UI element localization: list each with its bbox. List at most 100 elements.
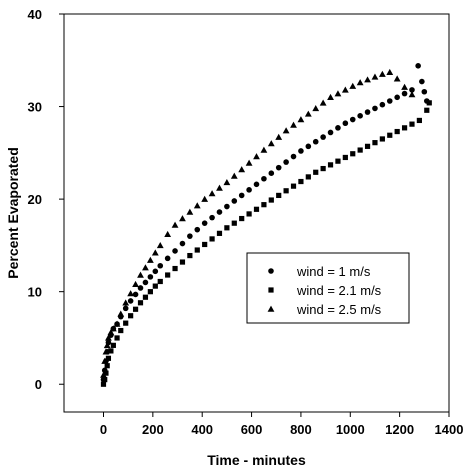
- data-point: [231, 198, 238, 204]
- y-tick-label: 10: [28, 285, 42, 300]
- data-point: [387, 132, 393, 138]
- data-point: [320, 134, 326, 140]
- data-point: [172, 248, 178, 254]
- data-point: [401, 125, 408, 131]
- data-point: [394, 94, 400, 101]
- data-point: [246, 187, 252, 193]
- data-point: [238, 166, 246, 173]
- data-point: [179, 259, 186, 265]
- data-point: [117, 310, 125, 317]
- data-point: [118, 327, 124, 334]
- data-point: [335, 158, 341, 164]
- data-point: [394, 128, 400, 135]
- data-point: [401, 90, 408, 97]
- x-axis: 0 200 400 600 800 1000 1200 1400: [100, 412, 463, 437]
- data-point: [147, 274, 154, 280]
- data-point: [426, 100, 432, 106]
- data-point: [386, 68, 394, 76]
- data-point: [415, 63, 421, 69]
- data-point: [157, 278, 163, 285]
- series-1: [100, 63, 430, 383]
- data-point: [290, 153, 297, 160]
- data-point: [102, 348, 110, 355]
- data-point: [216, 184, 223, 191]
- x-tick-label: 1200: [385, 422, 414, 437]
- x-axis-title: Time - minutes: [207, 452, 306, 468]
- data-point: [202, 241, 208, 248]
- data-point: [127, 290, 135, 297]
- data-point: [147, 289, 153, 295]
- x-tick-label: 200: [142, 422, 164, 437]
- data-point: [372, 140, 378, 146]
- data-point: [142, 294, 149, 300]
- data-point: [171, 221, 179, 228]
- data-point: [224, 225, 230, 231]
- data-point: [179, 215, 186, 222]
- data-point: [335, 125, 341, 131]
- data-point: [127, 298, 134, 304]
- data-point: [114, 335, 120, 341]
- data-point: [102, 377, 108, 383]
- data-point: [246, 211, 252, 217]
- x-tick-label: 1000: [336, 422, 365, 437]
- data-point: [424, 107, 430, 113]
- y-axis: 0 10 20 30 40: [28, 7, 64, 392]
- data-point: [122, 305, 129, 312]
- data-point: [109, 325, 117, 332]
- data-point: [105, 355, 112, 361]
- data-point: [208, 190, 216, 197]
- data-point: [304, 110, 312, 117]
- x-tick-label: 600: [241, 422, 263, 437]
- y-axis-title: Percent Evaporated: [5, 147, 21, 279]
- series-3: [100, 68, 416, 378]
- data-point: [132, 280, 139, 287]
- data-point: [419, 78, 425, 85]
- data-point: [110, 342, 116, 348]
- data-point: [209, 236, 215, 242]
- data-point: [239, 215, 245, 222]
- data-point: [245, 159, 253, 166]
- x-tick-label: 800: [290, 422, 312, 437]
- data-point: [267, 140, 275, 147]
- data-point: [409, 121, 415, 127]
- plot-frame: [63, 13, 450, 413]
- data-point: [103, 370, 109, 376]
- data-point: [253, 206, 260, 212]
- data-point: [187, 233, 193, 239]
- data-point: [356, 79, 364, 86]
- data-point: [393, 75, 401, 82]
- data-point: [152, 268, 159, 275]
- data-point: [105, 334, 112, 341]
- data-point: [107, 329, 115, 336]
- data-point: [327, 93, 334, 101]
- data-point: [372, 105, 378, 112]
- data-point: [179, 240, 186, 247]
- legend-marker: [267, 305, 275, 312]
- data-point: [320, 165, 326, 172]
- data-point: [283, 188, 289, 194]
- data-point: [108, 348, 114, 354]
- data-point: [194, 247, 200, 253]
- data-point: [132, 291, 139, 298]
- data-point: [172, 265, 178, 272]
- data-point: [142, 264, 149, 271]
- data-point: [157, 262, 164, 269]
- data-point: [186, 208, 194, 215]
- data-point: [421, 88, 428, 95]
- data-point: [165, 272, 171, 278]
- data-point: [100, 381, 107, 387]
- data-point: [297, 116, 305, 123]
- y-tick-label: 30: [28, 100, 42, 115]
- data-point: [113, 320, 121, 327]
- data-point: [230, 172, 238, 179]
- data-point: [223, 179, 231, 186]
- data-point: [313, 169, 319, 175]
- data-point: [137, 285, 144, 291]
- data-point: [164, 230, 172, 238]
- data-point: [268, 197, 274, 203]
- data-point: [364, 109, 371, 115]
- y-tick-label: 20: [28, 192, 42, 207]
- legend-marker: [268, 287, 274, 293]
- data-point: [209, 214, 215, 221]
